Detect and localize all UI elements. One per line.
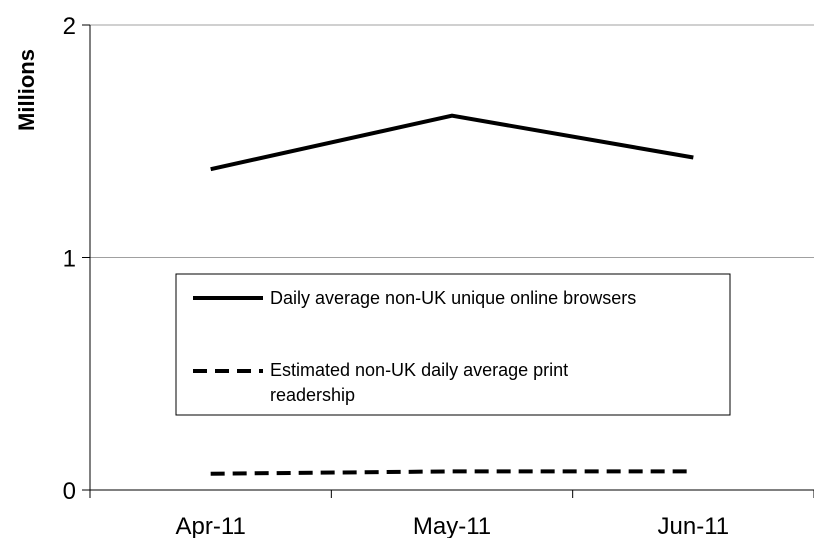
y-tick-label: 1	[63, 246, 76, 273]
series-lines	[210, 113, 694, 476]
y-tick-label: 2	[63, 13, 76, 40]
y-axis-label: Millions	[14, 49, 39, 131]
legend: Daily average non-UK unique online brows…	[175, 273, 731, 416]
x-tick-labels: Apr-11 May-11 Jun-11	[176, 513, 730, 538]
x-tick-label: Jun-11	[658, 513, 730, 538]
legend-label-print-line1: Estimated non-UK daily average print	[270, 360, 568, 380]
legend-box	[175, 273, 731, 416]
x-tick-label: Apr-11	[176, 513, 246, 538]
y-tick-label: 0	[63, 478, 76, 505]
x-tick-label: May-11	[413, 513, 491, 538]
y-tick-labels: 0 1 2	[63, 13, 76, 505]
gridlines	[90, 24, 814, 258]
legend-label-print-line2: readership	[270, 385, 355, 405]
legend-label-online: Daily average non-UK unique online brows…	[270, 288, 636, 308]
series-line-0	[210, 113, 694, 172]
series-line-1	[210, 469, 694, 476]
axes	[82, 24, 814, 498]
